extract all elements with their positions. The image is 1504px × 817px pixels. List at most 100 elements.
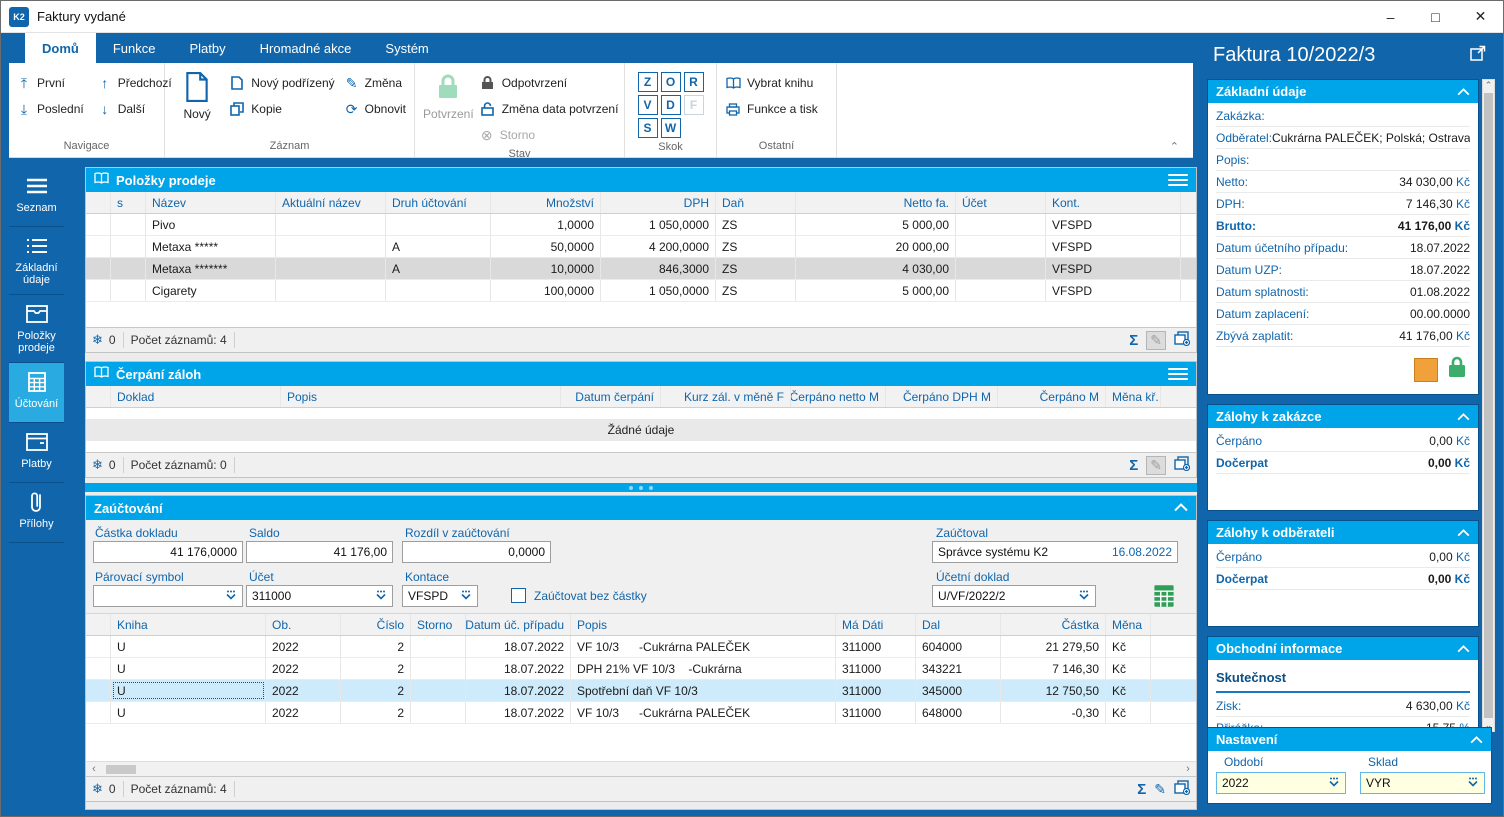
confirm-button[interactable]: Potvrzení xyxy=(423,67,474,121)
group-label-skok: Skok xyxy=(658,141,683,153)
cancel-storno-button[interactable]: ⊗ Storno xyxy=(480,126,536,143)
vertical-scrollbar[interactable]: ⌃ ⌄ xyxy=(1482,79,1495,732)
group-stav: Potvrzení Odpotvrzení Změna data potvrze… xyxy=(415,63,625,160)
next-button[interactable]: ↓ Další xyxy=(98,99,172,119)
select-book-button[interactable]: Vybrat knihu xyxy=(725,73,818,93)
table-row[interactable]: Cigarety 100,0000 1 050,0000 ZS 5 000,00… xyxy=(86,280,1196,302)
tab-platby[interactable]: Platby xyxy=(189,40,226,56)
collapse-section-icon[interactable] xyxy=(1470,732,1483,747)
edit-icon[interactable]: ✎ xyxy=(1146,330,1166,350)
calculator-button[interactable] xyxy=(1152,584,1176,608)
table-row[interactable]: U 2022 2 18.07.2022 VF 10/3 -Cukrárna PA… xyxy=(86,636,1196,658)
unconfirm-button[interactable]: Odpotvrzení xyxy=(480,73,619,93)
refresh-button[interactable]: ⟳ Obnovit xyxy=(345,100,406,117)
table-row[interactable]: U 2022 2 18.07.2022 Spotřební daň VF 10/… xyxy=(86,680,1196,702)
drawer-icon xyxy=(25,303,49,325)
table-row[interactable]: Metaxa ******* A 10,0000 846,3000 ZS 4 0… xyxy=(86,258,1196,280)
table-row[interactable]: Pivo 1,0000 1 050,0000 ZS 5 000,00 VFSPD xyxy=(86,214,1196,236)
saldo-field[interactable]: 41 176,00 xyxy=(246,541,393,563)
polozky-header-row: s Název Aktuální název Druh účtování Mno… xyxy=(86,192,1196,214)
collapse-section-icon[interactable] xyxy=(1457,84,1470,99)
copy-button[interactable]: Kopie xyxy=(229,99,334,119)
tab-funkce[interactable]: Funkce xyxy=(112,40,156,56)
warehouse-select[interactable]: VYR xyxy=(1360,772,1485,794)
dropdown-icon xyxy=(1463,776,1479,790)
snowflake-icon: ❄ xyxy=(92,781,103,796)
splitter-handle[interactable] xyxy=(85,483,1197,492)
jump-key-button[interactable]: V xyxy=(637,95,658,115)
copy-add-icon[interactable] xyxy=(1174,456,1191,474)
maximize-button[interactable]: □ xyxy=(1431,8,1440,25)
jump-key-button[interactable]: W xyxy=(660,118,681,138)
scroll-up-icon[interactable]: ⌃ xyxy=(1484,80,1493,90)
change-confirm-date-button[interactable]: Změna data potvrzení xyxy=(480,99,618,119)
sum-icon[interactable]: Σ xyxy=(1129,456,1139,474)
period-select[interactable]: 2022 xyxy=(1216,772,1346,794)
change-button[interactable]: ✎ Změna xyxy=(345,74,402,91)
minimize-button[interactable]: – xyxy=(1386,8,1395,25)
posting-key-select[interactable]: VFSPD xyxy=(402,585,478,607)
close-button[interactable]: ✕ xyxy=(1474,8,1487,24)
sidebar-item-seznam[interactable]: Seznam xyxy=(9,167,64,227)
edit-icon[interactable]: ✎ xyxy=(1154,780,1166,797)
pairing-symbol-select[interactable] xyxy=(93,585,243,607)
jump-key-button[interactable]: F xyxy=(683,95,704,115)
post-without-amount-checkbox[interactable] xyxy=(511,588,526,603)
status-orange-square xyxy=(1414,357,1438,382)
functions-print-button[interactable]: Funkce a tisk xyxy=(725,99,818,119)
collapse-section-icon[interactable] xyxy=(1457,525,1470,540)
tab-hromadne-akce[interactable]: Hromadné akce xyxy=(259,40,352,56)
sidebar-item-prilohy[interactable]: Přílohy xyxy=(9,483,64,543)
amount-field[interactable]: 41 176,0000 xyxy=(93,541,243,563)
k2-logo-icon: K2 xyxy=(9,6,29,27)
scroll-down-icon[interactable]: ⌄ xyxy=(1484,720,1493,730)
scrollbar-thumb[interactable] xyxy=(1484,93,1493,718)
sum-icon[interactable]: Σ xyxy=(1137,780,1147,798)
edit-icon[interactable]: ✎ xyxy=(1146,455,1166,475)
jump-key-button[interactable]: R xyxy=(683,72,704,92)
sidebar-item-platby[interactable]: Platby xyxy=(9,423,64,483)
tab-system[interactable]: Systém xyxy=(385,40,429,56)
scroll-left-icon[interactable]: ‹ xyxy=(92,763,96,775)
panel-menu-icon[interactable] xyxy=(1168,174,1188,186)
new-button[interactable]: Nový xyxy=(173,67,221,121)
panel-menu-icon[interactable] xyxy=(1168,368,1188,380)
accounting-document-select[interactable]: U/VF/2022/2 xyxy=(932,585,1096,607)
collapse-section-icon[interactable] xyxy=(1457,409,1470,424)
jump-key-button[interactable]: D xyxy=(660,95,681,115)
sum-icon[interactable]: Σ xyxy=(1129,331,1139,349)
table-row[interactable]: U 2022 2 18.07.2022 VF 10/3 -Cukrárna PA… xyxy=(86,702,1196,724)
account-select[interactable]: 311000 xyxy=(246,585,393,607)
jump-key-button[interactable]: S xyxy=(637,118,658,138)
scrollbar-thumb[interactable] xyxy=(106,764,136,774)
jump-key-button[interactable]: O xyxy=(660,72,681,92)
first-button[interactable]: ⤒ První xyxy=(17,73,84,93)
copy-add-icon[interactable] xyxy=(1174,331,1191,349)
sidebar-item-polozky-prodeje[interactable]: Položky prodeje xyxy=(9,295,64,363)
new-child-button[interactable]: Nový podřízený xyxy=(229,73,335,93)
collapse-ribbon-button[interactable]: ⌃ xyxy=(1169,141,1179,153)
panel-title: Položky prodeje xyxy=(116,172,216,188)
collapse-section-icon[interactable] xyxy=(1457,641,1470,656)
open-in-window-icon[interactable] xyxy=(1470,44,1486,67)
last-button[interactable]: ⤓ Poslední xyxy=(17,99,84,119)
scroll-right-icon[interactable]: › xyxy=(1186,763,1190,775)
collapse-section-icon[interactable] xyxy=(1174,499,1188,517)
zauctovani-form: Částka dokladu 41 176,0000 Saldo 41 176,… xyxy=(86,520,1196,614)
sidebar-item-uctovani[interactable]: Účtování xyxy=(9,363,64,423)
horizontal-scrollbar[interactable]: ‹ › xyxy=(86,761,1196,776)
previous-button[interactable]: ↑ Předchozí xyxy=(98,73,172,93)
posted-by-field[interactable]: Správce systému K2 16.08.2022 xyxy=(932,541,1178,563)
table-row[interactable]: U 2022 2 18.07.2022 DPH 21% VF 10/3 -Cuk… xyxy=(86,658,1196,680)
difference-field[interactable]: 0,0000 xyxy=(402,541,551,563)
table-row[interactable]: Metaxa ***** A 50,0000 4 200,0000 ZS 20 … xyxy=(86,236,1196,258)
info-row: Datum splatnosti: 01.08.2022 xyxy=(1216,281,1470,303)
jump-key-button[interactable]: Z xyxy=(637,72,658,92)
title-bar: K2 Faktury vydané – □ ✕ xyxy=(1,1,1503,33)
info-row: Popis: xyxy=(1216,149,1470,171)
copy-add-icon[interactable] xyxy=(1174,780,1191,798)
panel-zauctovani: Zaúčtování Částka dokladu 41 176,0000 Sa… xyxy=(85,495,1197,802)
sidebar-item-zakladni-udaje[interactable]: Základní údaje xyxy=(9,227,64,295)
tab-domu[interactable]: Domů xyxy=(25,33,96,63)
book-icon xyxy=(725,75,741,91)
